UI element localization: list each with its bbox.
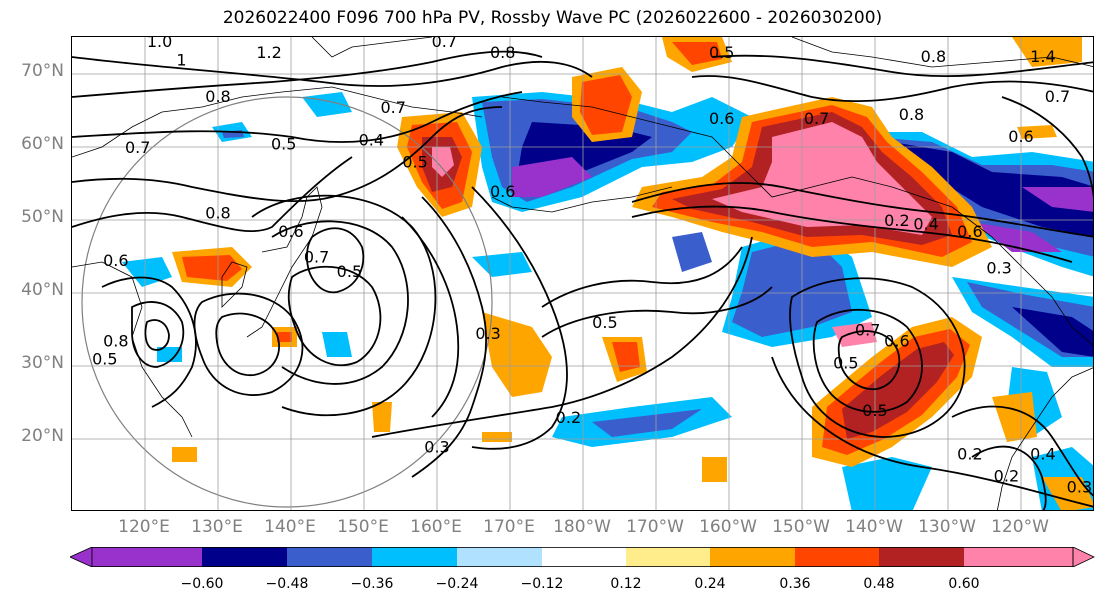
map-title: 2026022400 F096 700 hPa PV, Rossby Wave … — [222, 8, 883, 28]
colorbar-tick-9: 0.60 — [948, 576, 980, 592]
colorbar-seg-8 — [795, 547, 879, 567]
contour-label-16: 0.7 — [804, 109, 829, 128]
colorbar-tick-3: −0.24 — [435, 576, 479, 592]
contour-label-25: 0.8 — [103, 331, 128, 350]
contour-label-41: 0.2 — [994, 467, 1019, 486]
contour-label-8: 1.4 — [1030, 47, 1055, 66]
colorbar-under-triangle — [70, 547, 93, 567]
projection-circle — [81, 96, 493, 508]
contour-label-40: 0.4 — [1030, 445, 1055, 464]
lon-label-130e: 130°E — [191, 517, 243, 537]
contour-label-34: 0.3 — [986, 258, 1011, 277]
lat-label-30n: 30°N — [21, 353, 64, 373]
contour-label-33: 0.6 — [957, 222, 982, 241]
colorbar-tick-1: −0.48 — [265, 576, 309, 592]
pv-contours — [72, 50, 1093, 510]
contour-label-9: 0.7 — [1045, 87, 1070, 106]
contour-label-38: 0.5 — [862, 401, 887, 420]
colorbar-tick-6: 0.24 — [694, 576, 726, 592]
graticule — [72, 37, 1093, 510]
colorbar-tick-4: −0.12 — [520, 576, 564, 592]
lon-label-180w: 180°W — [553, 517, 611, 537]
contour-label-37: 0.5 — [833, 353, 858, 372]
contour-label-6: 0.5 — [709, 43, 734, 62]
lon-label-150w: 150°W — [772, 517, 830, 537]
lat-label-70n: 70°N — [21, 61, 64, 81]
lat-label-60n: 60°N — [21, 134, 64, 154]
contour-label-13: 0.5 — [271, 134, 296, 153]
colorbar-seg-0 — [92, 547, 202, 567]
lon-label-140w: 140°W — [845, 517, 903, 537]
contour-label-14: 0.7 — [125, 138, 150, 157]
lon-label-170w: 170°W — [626, 517, 684, 537]
contour-label-29: 0.2 — [556, 408, 581, 427]
contour-label-21: 0.6 — [278, 222, 303, 241]
contour-label-20: 0.8 — [205, 204, 230, 223]
contour-label-28: 0.5 — [592, 313, 617, 332]
contour-label-22: 0.7 — [304, 248, 329, 267]
lon-label-120e: 120°E — [118, 517, 170, 537]
lon-label-140e: 140°E — [264, 517, 316, 537]
contour-label-36: 0.6 — [884, 331, 909, 350]
lat-label-40n: 40°N — [21, 280, 64, 300]
colorbar-seg-6 — [626, 547, 710, 567]
contour-labels: 1.01 1.20.80.70.8 0.5 0.8 1.40.70.60.70.40.5… — [92, 37, 1092, 496]
contour-label-31: 0.2 — [884, 211, 909, 230]
contour-label-30: 0.3 — [424, 437, 449, 456]
colorbar-over-triangle — [1072, 547, 1095, 567]
lat-label-50n: 50°N — [21, 207, 64, 227]
coastlines — [72, 37, 1093, 510]
contour-label-26: 0.5 — [92, 350, 117, 369]
map-panel[interactable]: 1.0 1 1.2 0.8 0.7 0.8 0.5 0.8 1.4 0.7 0.6 0.7 0.4 0.5… — [71, 36, 1094, 511]
contour-label-17: 0.6 — [709, 109, 734, 128]
contour-label-15: 0.8 — [899, 105, 924, 124]
lon-label-160e: 160°E — [410, 517, 462, 537]
contour-label-39: 0.2 — [957, 445, 982, 464]
lon-label-130w: 130°W — [918, 517, 976, 537]
contour-label-12: 0.4 — [359, 131, 384, 150]
contour-label-7: 0.8 — [921, 47, 946, 66]
contour-label-10: 0.6 — [1008, 127, 1033, 146]
colorbar-tick-7: 0.36 — [779, 576, 811, 592]
lon-label-150e: 150°E — [337, 517, 389, 537]
colorbar — [70, 547, 1095, 567]
contour-label-27: 0.3 — [475, 324, 500, 343]
contour-label-4: 0.7 — [432, 37, 457, 51]
contour-label-42: 0.3 — [1067, 477, 1092, 496]
contour-label-35: 0.7 — [855, 321, 880, 340]
colorbar-seg-2 — [287, 547, 372, 567]
contour-label-0: 1.0 — [147, 37, 172, 51]
lat-label-20n: 20°N — [21, 426, 64, 446]
colorbar-seg-7 — [710, 547, 795, 567]
colorbar-seg-4 — [457, 547, 542, 567]
colorbar-tick-5: 0.12 — [610, 576, 642, 592]
contour-label-2: 1.2 — [256, 43, 281, 62]
colorbar-seg-1 — [202, 547, 287, 567]
colorbar-seg-10 — [964, 547, 1073, 567]
colorbar-seg-5 — [542, 547, 626, 567]
pv-anomaly-shading — [122, 37, 1093, 510]
lon-label-120w: 120°W — [991, 517, 1049, 537]
pv-map-canvas: 1.01 1.20.80.70.8 0.5 0.8 1.40.70.60.70.40.5… — [72, 37, 1093, 510]
lon-label-170e: 170°E — [483, 517, 535, 537]
contour-label-32: 0.4 — [913, 215, 938, 234]
colorbar-seg-9 — [879, 547, 964, 567]
colorbar-tick-8: 0.48 — [863, 576, 895, 592]
colorbar-tick-2: −0.36 — [350, 576, 394, 592]
contour-label-1: 1 — [176, 50, 186, 69]
contour-label-3: 0.8 — [205, 87, 230, 106]
contour-label-11: 0.7 — [380, 98, 405, 117]
contour-label-18: 0.5 — [402, 153, 427, 172]
contour-label-19: 0.6 — [490, 182, 515, 201]
lon-label-160w: 160°W — [699, 517, 757, 537]
contour-label-5: 0.8 — [490, 43, 515, 62]
colorbar-tick-0: −0.60 — [180, 576, 224, 592]
colorbar-seg-3 — [372, 547, 457, 567]
contour-label-23: 0.5 — [337, 262, 362, 281]
contour-label-24: 0.6 — [103, 251, 128, 270]
